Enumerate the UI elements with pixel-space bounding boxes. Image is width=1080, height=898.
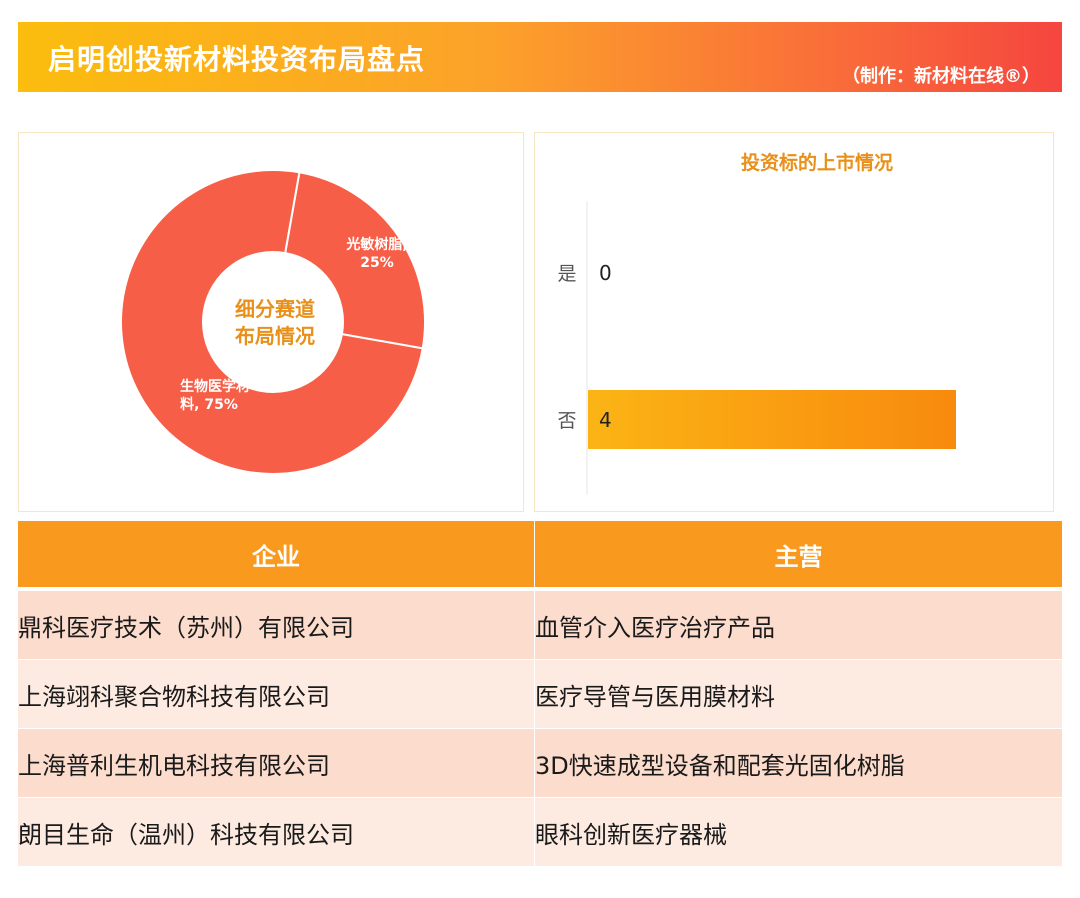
bar-value-label: 4 bbox=[599, 408, 612, 432]
donut-center-label: 细分赛道 bbox=[235, 297, 315, 321]
page-title: 启明创投新材料投资布局盘点 bbox=[48, 43, 426, 76]
donut-center-label: 布局情况 bbox=[235, 324, 315, 348]
company-cell: 鼎科医疗技术（苏州）有限公司 bbox=[18, 591, 534, 659]
company-cell: 上海普利生机电科技有限公司 bbox=[18, 729, 534, 797]
company-cell: 朗目生命（温州）科技有限公司 bbox=[18, 798, 534, 866]
bar-chart-panel: 投资标的上市情况是 0 否 4 bbox=[534, 132, 1054, 512]
table-row: 上海普利生机电科技有限公司 3D快速成型设备和配套光固化树脂 bbox=[18, 729, 1062, 797]
donut-slice bbox=[120, 169, 424, 475]
credit-label: （制作：新材料在线®） bbox=[842, 66, 1040, 87]
category-tick-label: 否 bbox=[557, 410, 576, 432]
slice-label: 料, 75% bbox=[180, 396, 238, 413]
column-header-company: 企业 bbox=[18, 521, 534, 587]
bar bbox=[588, 390, 956, 449]
business-cell: 医疗导管与医用膜材料 bbox=[535, 660, 1062, 728]
category-tick-label: 是 bbox=[557, 263, 576, 285]
slice-label: 生物医学材 bbox=[180, 378, 250, 395]
title-banner: 启明创投新材料投资布局盘点 （制作：新材料在线®） bbox=[18, 22, 1062, 92]
table-row: 鼎科医疗技术（苏州）有限公司 血管介入医疗治疗产品 bbox=[18, 591, 1062, 659]
business-cell: 血管介入医疗治疗产品 bbox=[535, 591, 1062, 659]
business-cell: 眼科创新医疗器械 bbox=[535, 798, 1062, 866]
slice-label: 25% bbox=[360, 255, 394, 271]
table-row: 朗目生命（温州）科技有限公司 眼科创新医疗器械 bbox=[18, 798, 1062, 866]
bar-value-label: 0 bbox=[599, 261, 612, 285]
bar-chart-title: 投资标的上市情况 bbox=[741, 151, 893, 174]
slice-label: 光敏树脂, bbox=[345, 236, 407, 253]
table-header-row: 企业 主营 bbox=[18, 521, 1062, 587]
company-cell: 上海翊科聚合物科技有限公司 bbox=[18, 660, 534, 728]
company-table: 企业 主营 鼎科医疗技术（苏州）有限公司 血管介入医疗治疗产品 上海翊科聚合物科… bbox=[18, 521, 1062, 867]
donut-chart-panel: 光敏树脂, 25% 生物医学材 料, 75% 细分赛道布局情况 bbox=[18, 132, 524, 512]
donut-slice bbox=[283, 171, 426, 350]
column-header-business: 主营 bbox=[535, 521, 1062, 587]
table-row: 上海翊科聚合物科技有限公司 医疗导管与医用膜材料 bbox=[18, 660, 1062, 728]
business-cell: 3D快速成型设备和配套光固化树脂 bbox=[535, 729, 1062, 797]
